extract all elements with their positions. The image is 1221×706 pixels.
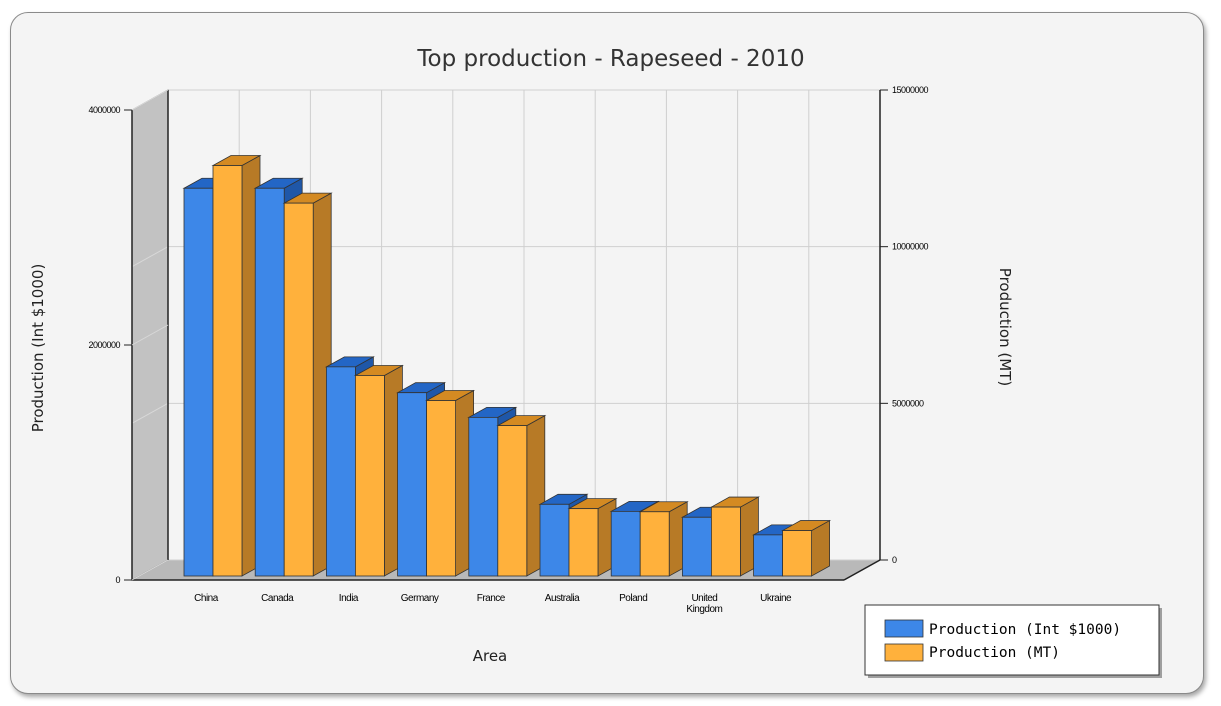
legend-box — [864, 604, 1160, 676]
bar-4-series-2-front — [426, 400, 457, 577]
bar-7-series-2 — [638, 501, 689, 577]
bar-3-series-1-front — [325, 366, 356, 577]
bar-2-series-2-front — [283, 202, 314, 577]
left-tick-label: 4000000 — [88, 105, 120, 115]
legend-swatch-series-1 — [884, 619, 924, 638]
bar-5-series-1-front — [468, 416, 499, 577]
legend-label-series-1: Production (Int $1000) — [929, 622, 1121, 638]
left-tick-label: 2000000 — [88, 340, 120, 350]
right-tick-label: 0 — [892, 555, 897, 565]
right-axis-ticks: 0 5000000 10000000 15000000 — [880, 85, 929, 565]
right-axis-title: Production (MT) — [996, 268, 1014, 386]
bar-5-series-2 — [496, 414, 547, 577]
category-labels: China Canada India Germany France Australia Po… — [194, 593, 792, 615]
bar-6-series-2 — [567, 497, 618, 577]
bar-9-series-2 — [781, 519, 832, 577]
category-label: India — [339, 593, 359, 604]
category-label: France — [477, 593, 506, 604]
floor-right-edge — [843, 559, 881, 581]
bar-3-series-2-front — [354, 375, 385, 577]
bar-7-series-1-front — [610, 510, 641, 577]
category-label: Poland — [619, 593, 647, 604]
category-label: Australia — [545, 593, 580, 604]
category-label: China — [194, 593, 219, 604]
x-axis-title: Area — [473, 647, 508, 665]
bars — [182, 154, 832, 577]
bar-1-series-1-front — [183, 187, 214, 577]
bar-8-series-2-front — [711, 506, 741, 577]
category-label: Canada — [261, 593, 294, 604]
left-wall-line — [131, 559, 169, 581]
right-tick-label: 10000000 — [892, 242, 929, 252]
bar-2-series-2 — [282, 192, 333, 577]
category-label: Germany — [401, 593, 439, 604]
left-tick-label: 0 — [115, 575, 120, 585]
bar-5-series-2-front — [497, 425, 528, 577]
bar-7-series-2-front — [639, 511, 670, 577]
bar-9-series-2-front — [782, 530, 812, 577]
bar-2-series-1-front — [254, 187, 285, 577]
category-label: Ukraine — [760, 593, 792, 604]
legend-swatch-series-2 — [884, 643, 924, 662]
bar-4-series-1-front — [397, 392, 428, 577]
bar-1-series-2-front — [212, 165, 243, 577]
bar-8-series-1-front — [682, 516, 712, 577]
left-wall-line — [131, 89, 169, 111]
legend-label-series-2: Production (MT) — [929, 645, 1060, 661]
right-tick-label: 5000000 — [892, 398, 924, 408]
left-axis-ticks: 0 2000000 4000000 — [88, 89, 169, 585]
chart-title: Top production - Rapeseed - 2010 — [416, 46, 804, 72]
left-axis-title: Production (Int $1000) — [29, 264, 47, 433]
legend: Production (Int $1000) Production (MT) — [864, 604, 1162, 678]
right-tick-label: 15000000 — [892, 85, 929, 95]
bar-6-series-2-front — [568, 508, 599, 577]
bar-1-series-2 — [211, 154, 262, 577]
wall-grid-line — [131, 402, 169, 424]
bar-4-series-2 — [425, 389, 476, 577]
bar-3-series-2 — [353, 364, 404, 577]
bar-6-series-1-front — [539, 503, 570, 577]
bar-9-series-1-front — [753, 534, 783, 577]
wall-grid-line — [131, 246, 169, 268]
category-label: United Kingdom — [686, 593, 722, 615]
bar-8-series-2 — [709, 496, 760, 577]
left-wall-line — [131, 324, 169, 346]
